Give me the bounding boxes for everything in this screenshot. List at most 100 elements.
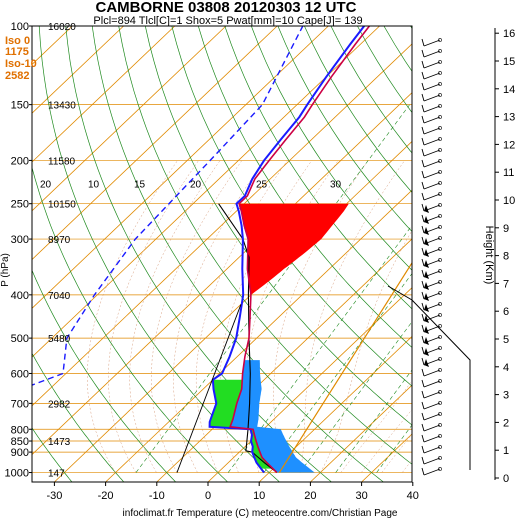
- wind-barb-feather: [422, 149, 424, 156]
- temperature-tick-label: -10: [149, 490, 165, 502]
- wind-barb-feather: [422, 336, 424, 343]
- height-label: 10150: [48, 200, 76, 211]
- height-tick-label: 2: [503, 417, 509, 429]
- wind-barb-shaft: [424, 51, 440, 57]
- dry-adiabat: [13, 26, 228, 482]
- wind-barb-feather: [422, 72, 424, 79]
- wind-barb-feather: [422, 116, 424, 123]
- temperature-tick-label: 0: [205, 490, 211, 502]
- moist-adiabat: [382, 160, 521, 472]
- height-label: 147: [48, 469, 65, 480]
- wind-barb-feather: [422, 347, 424, 354]
- wind-barb-shaft: [424, 172, 440, 178]
- moist-adiabat: [87, 160, 177, 472]
- wind-barb-feather: [422, 160, 424, 167]
- height-tick-label: 3: [503, 390, 509, 402]
- height-tick-label: 7: [503, 278, 509, 290]
- height-tick-label: 13: [503, 112, 515, 124]
- height-tick-label: 1: [503, 445, 509, 457]
- height-tick-label: 5: [503, 334, 509, 346]
- negative-energy-area: [239, 204, 349, 295]
- mixing-ratio-label: 10: [88, 180, 100, 191]
- wind-barb-shaft: [424, 436, 440, 442]
- height-tick-label: 16: [503, 28, 515, 40]
- temperature-tick-label: 40: [407, 490, 419, 502]
- wind-barb-shaft: [424, 117, 440, 123]
- wind-barb-shaft: [424, 106, 440, 112]
- height-label: 1473: [48, 437, 71, 448]
- wind-barb-shaft: [424, 95, 440, 101]
- height-label: 16020: [48, 22, 76, 33]
- height-tick-label: 14: [503, 84, 515, 96]
- mixing-ratio-line: [136, 105, 410, 473]
- wind-barb-feather: [422, 303, 424, 310]
- wind-barb-feather: [422, 413, 424, 420]
- pressure-tick-label: 500: [11, 333, 29, 345]
- wind-barb-feather: [422, 369, 424, 376]
- wind-barb-feather: [422, 171, 424, 178]
- wind-barb-shaft: [424, 139, 440, 145]
- wind-barb-shaft: [424, 392, 440, 398]
- pressure-tick-label: 1000: [5, 468, 29, 480]
- y-axis-label: P (hPa): [0, 253, 11, 287]
- wind-barb-shaft: [424, 150, 440, 156]
- temperature-tick-label: 20: [304, 490, 316, 502]
- pressure-tick-label: 300: [11, 234, 29, 246]
- temperature-tick-label: 30: [355, 490, 367, 502]
- height-tick-label: 11: [503, 167, 514, 179]
- wind-barb-feather: [422, 446, 424, 453]
- temperature-tick-label: 10: [253, 490, 265, 502]
- height-label: 5480: [48, 334, 71, 345]
- height-tick-label: 6: [503, 306, 509, 318]
- moist-adiabat: [108, 160, 198, 472]
- isotherm: [0, 26, 226, 482]
- wind-barb-feather: [422, 127, 424, 134]
- pressure-tick-label: 600: [11, 368, 29, 380]
- wind-barb-feather: [422, 358, 424, 365]
- wind-barb-shaft: [424, 425, 440, 431]
- wind-barb-feather: [422, 391, 424, 398]
- iso10-label: Iso-10: [5, 58, 37, 70]
- wind-barb-feather: [422, 138, 424, 145]
- mixing-ratio-label: 20: [190, 180, 202, 191]
- wind-barb-feather: [422, 424, 424, 431]
- height-label: 11580: [48, 156, 76, 167]
- wind-barb-feather: [422, 281, 424, 288]
- height-tick-label: 4: [503, 362, 509, 374]
- height-axis-label: Height (Km): [483, 226, 495, 285]
- iso10-value: 2582: [5, 70, 29, 82]
- pressure-tick-label: 100: [11, 21, 29, 33]
- wind-barb-feather: [422, 215, 424, 222]
- wind-barb-shaft: [424, 403, 440, 409]
- wind-barb-shaft: [424, 73, 440, 79]
- wind-barb-feather: [422, 50, 424, 57]
- credit-line: infoclimat.fr Temperature (C) meteocentr…: [123, 508, 398, 519]
- height-tick-label: 15: [503, 56, 515, 68]
- pressure-tick-label: 700: [11, 398, 29, 410]
- hodograph-line: [388, 286, 470, 470]
- height-label: 13430: [48, 101, 76, 112]
- wind-barb-feather: [422, 182, 424, 189]
- wind-barb-feather: [422, 83, 424, 90]
- wind-barb-feather: [422, 204, 424, 211]
- wind-barb-feather: [422, 259, 424, 266]
- wind-barb-shaft: [424, 161, 440, 167]
- height-tick-label: 9: [503, 223, 509, 235]
- wind-barb-feather: [422, 314, 424, 321]
- wind-barb-shaft: [424, 128, 440, 134]
- wind-barb-feather: [422, 39, 424, 46]
- chart-title: CAMBORNE 03808 20120303 12 UTC: [96, 0, 357, 16]
- wind-barb-feather: [422, 380, 424, 387]
- pressure-tick-label: 250: [11, 199, 29, 211]
- wind-barb-feather: [422, 457, 424, 464]
- wind-barb-feather: [422, 435, 424, 442]
- height-label: 2982: [48, 399, 71, 410]
- height-tick-label: 10: [503, 195, 515, 207]
- wind-barb-feather: [422, 226, 424, 233]
- wind-barb-shaft: [424, 447, 440, 453]
- isotherm: [0, 26, 380, 482]
- chart-subtitle: Plcl=894 Tlcl[C]=1 Shox=5 Pwat[mm]=10 Ca…: [93, 15, 362, 27]
